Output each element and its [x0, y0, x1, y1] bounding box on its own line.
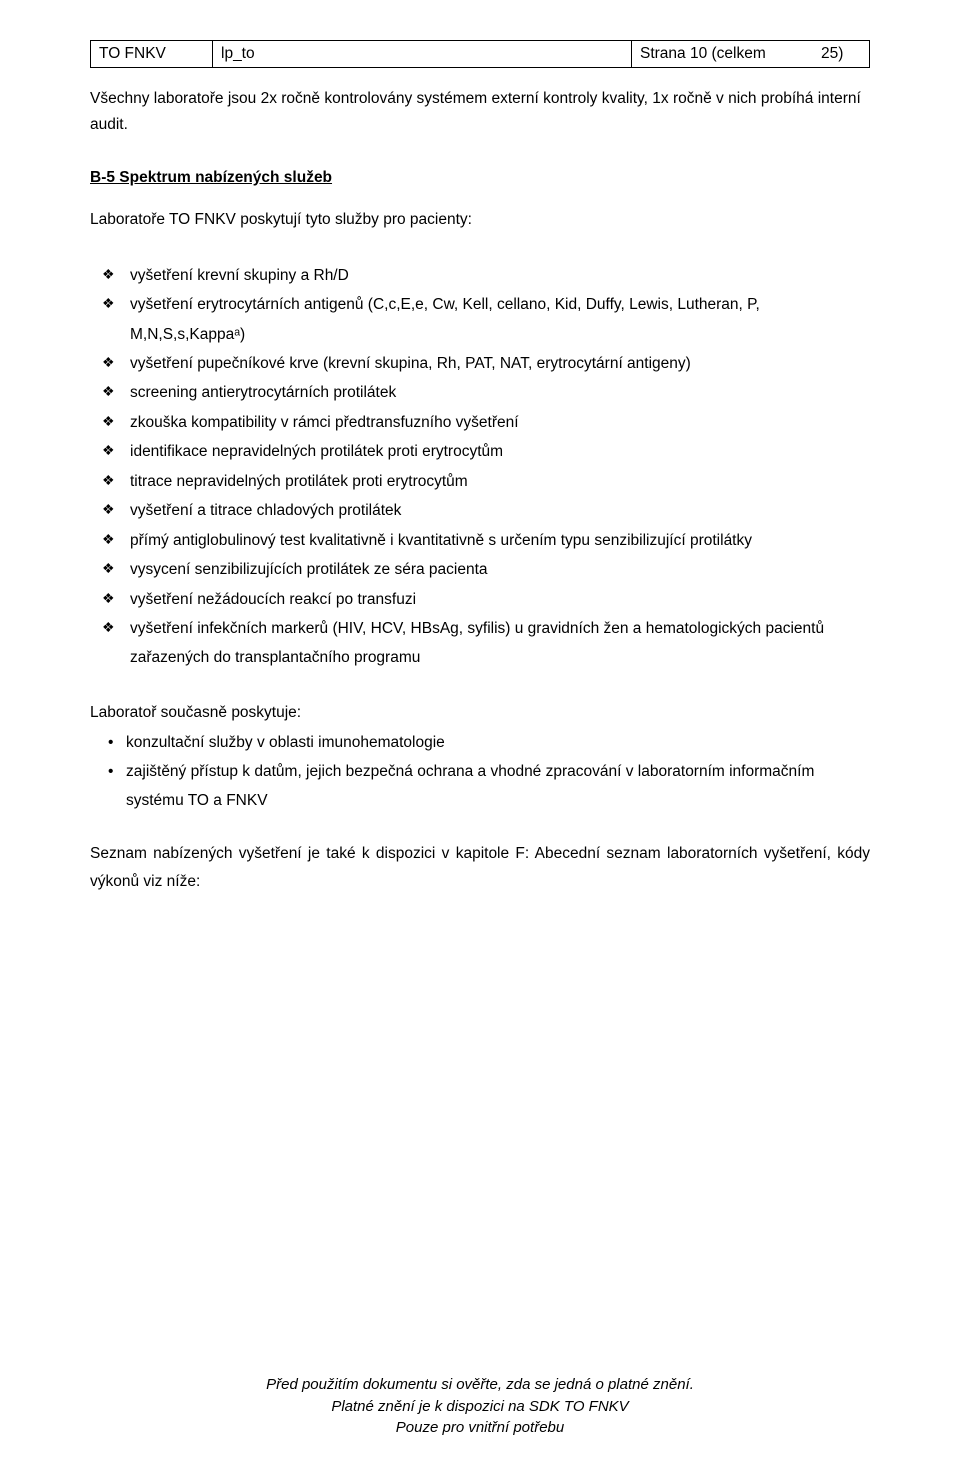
list-item: vysycení senzibilizujících protilátek ze…: [130, 555, 870, 584]
header-table: TO FNKV lp_to Strana 10 (celkem 25): [90, 40, 870, 68]
list-item: titrace nepravidelných protilátek proti …: [130, 467, 870, 496]
footer-line: Pouze pro vnitřní potřebu: [0, 1417, 960, 1439]
closing-paragraph: Seznam nabízených vyšetření je také k di…: [90, 840, 870, 897]
list-item: vyšetření pupečníkové krve (krevní skupi…: [130, 349, 870, 378]
footer-line: Platné znění je k dispozici na SDK TO FN…: [0, 1396, 960, 1418]
header-cell-doc: lp_to: [213, 41, 632, 68]
header-cell-page-total: 25): [813, 41, 870, 68]
section-title: B-5 Spektrum nabízených služeb: [90, 169, 870, 187]
footer: Před použitím dokumentu si ověřte, zda s…: [0, 1374, 960, 1439]
list-item: zajištěný přístup k datům, jejich bezpeč…: [126, 758, 870, 815]
section-subintro: Laboratoře TO FNKV poskytují tyto služby…: [90, 211, 870, 229]
list-item: zkouška kompatibility v rámci předtransf…: [130, 408, 870, 437]
list-item: přímý antiglobulinový test kvalitativně …: [130, 526, 870, 555]
list-item: konzultační služby v oblasti imunohemato…: [126, 729, 870, 758]
list-item: vyšetření erytrocytárních antigenů (C,c,…: [130, 290, 870, 349]
header-cell-org: TO FNKV: [91, 41, 213, 68]
intro-paragraph: Všechny laboratoře jsou 2x ročně kontrol…: [90, 86, 870, 139]
also-provides-label: Laboratoř současně poskytuje:: [90, 699, 870, 728]
list-item: screening antierytrocytárních protilátek: [130, 378, 870, 407]
bullet-list: vyšetření krevní skupiny a Rh/D vyšetřen…: [90, 261, 870, 673]
page: TO FNKV lp_to Strana 10 (celkem 25) Všec…: [0, 0, 960, 1473]
list-item: vyšetření infekčních markerů (HIV, HCV, …: [130, 614, 870, 673]
header-cell-page-label: Strana 10 (celkem: [632, 41, 814, 68]
footer-line: Před použitím dokumentu si ověřte, zda s…: [0, 1374, 960, 1396]
list-item: vyšetření krevní skupiny a Rh/D: [130, 261, 870, 290]
also-provides-list: konzultační služby v oblasti imunohemato…: [90, 729, 870, 815]
list-item: vyšetření nežádoucích reakcí po transfuz…: [130, 585, 870, 614]
list-item: vyšetření a titrace chladových protiláte…: [130, 496, 870, 525]
list-item: identifikace nepravidelných protilátek p…: [130, 437, 870, 466]
